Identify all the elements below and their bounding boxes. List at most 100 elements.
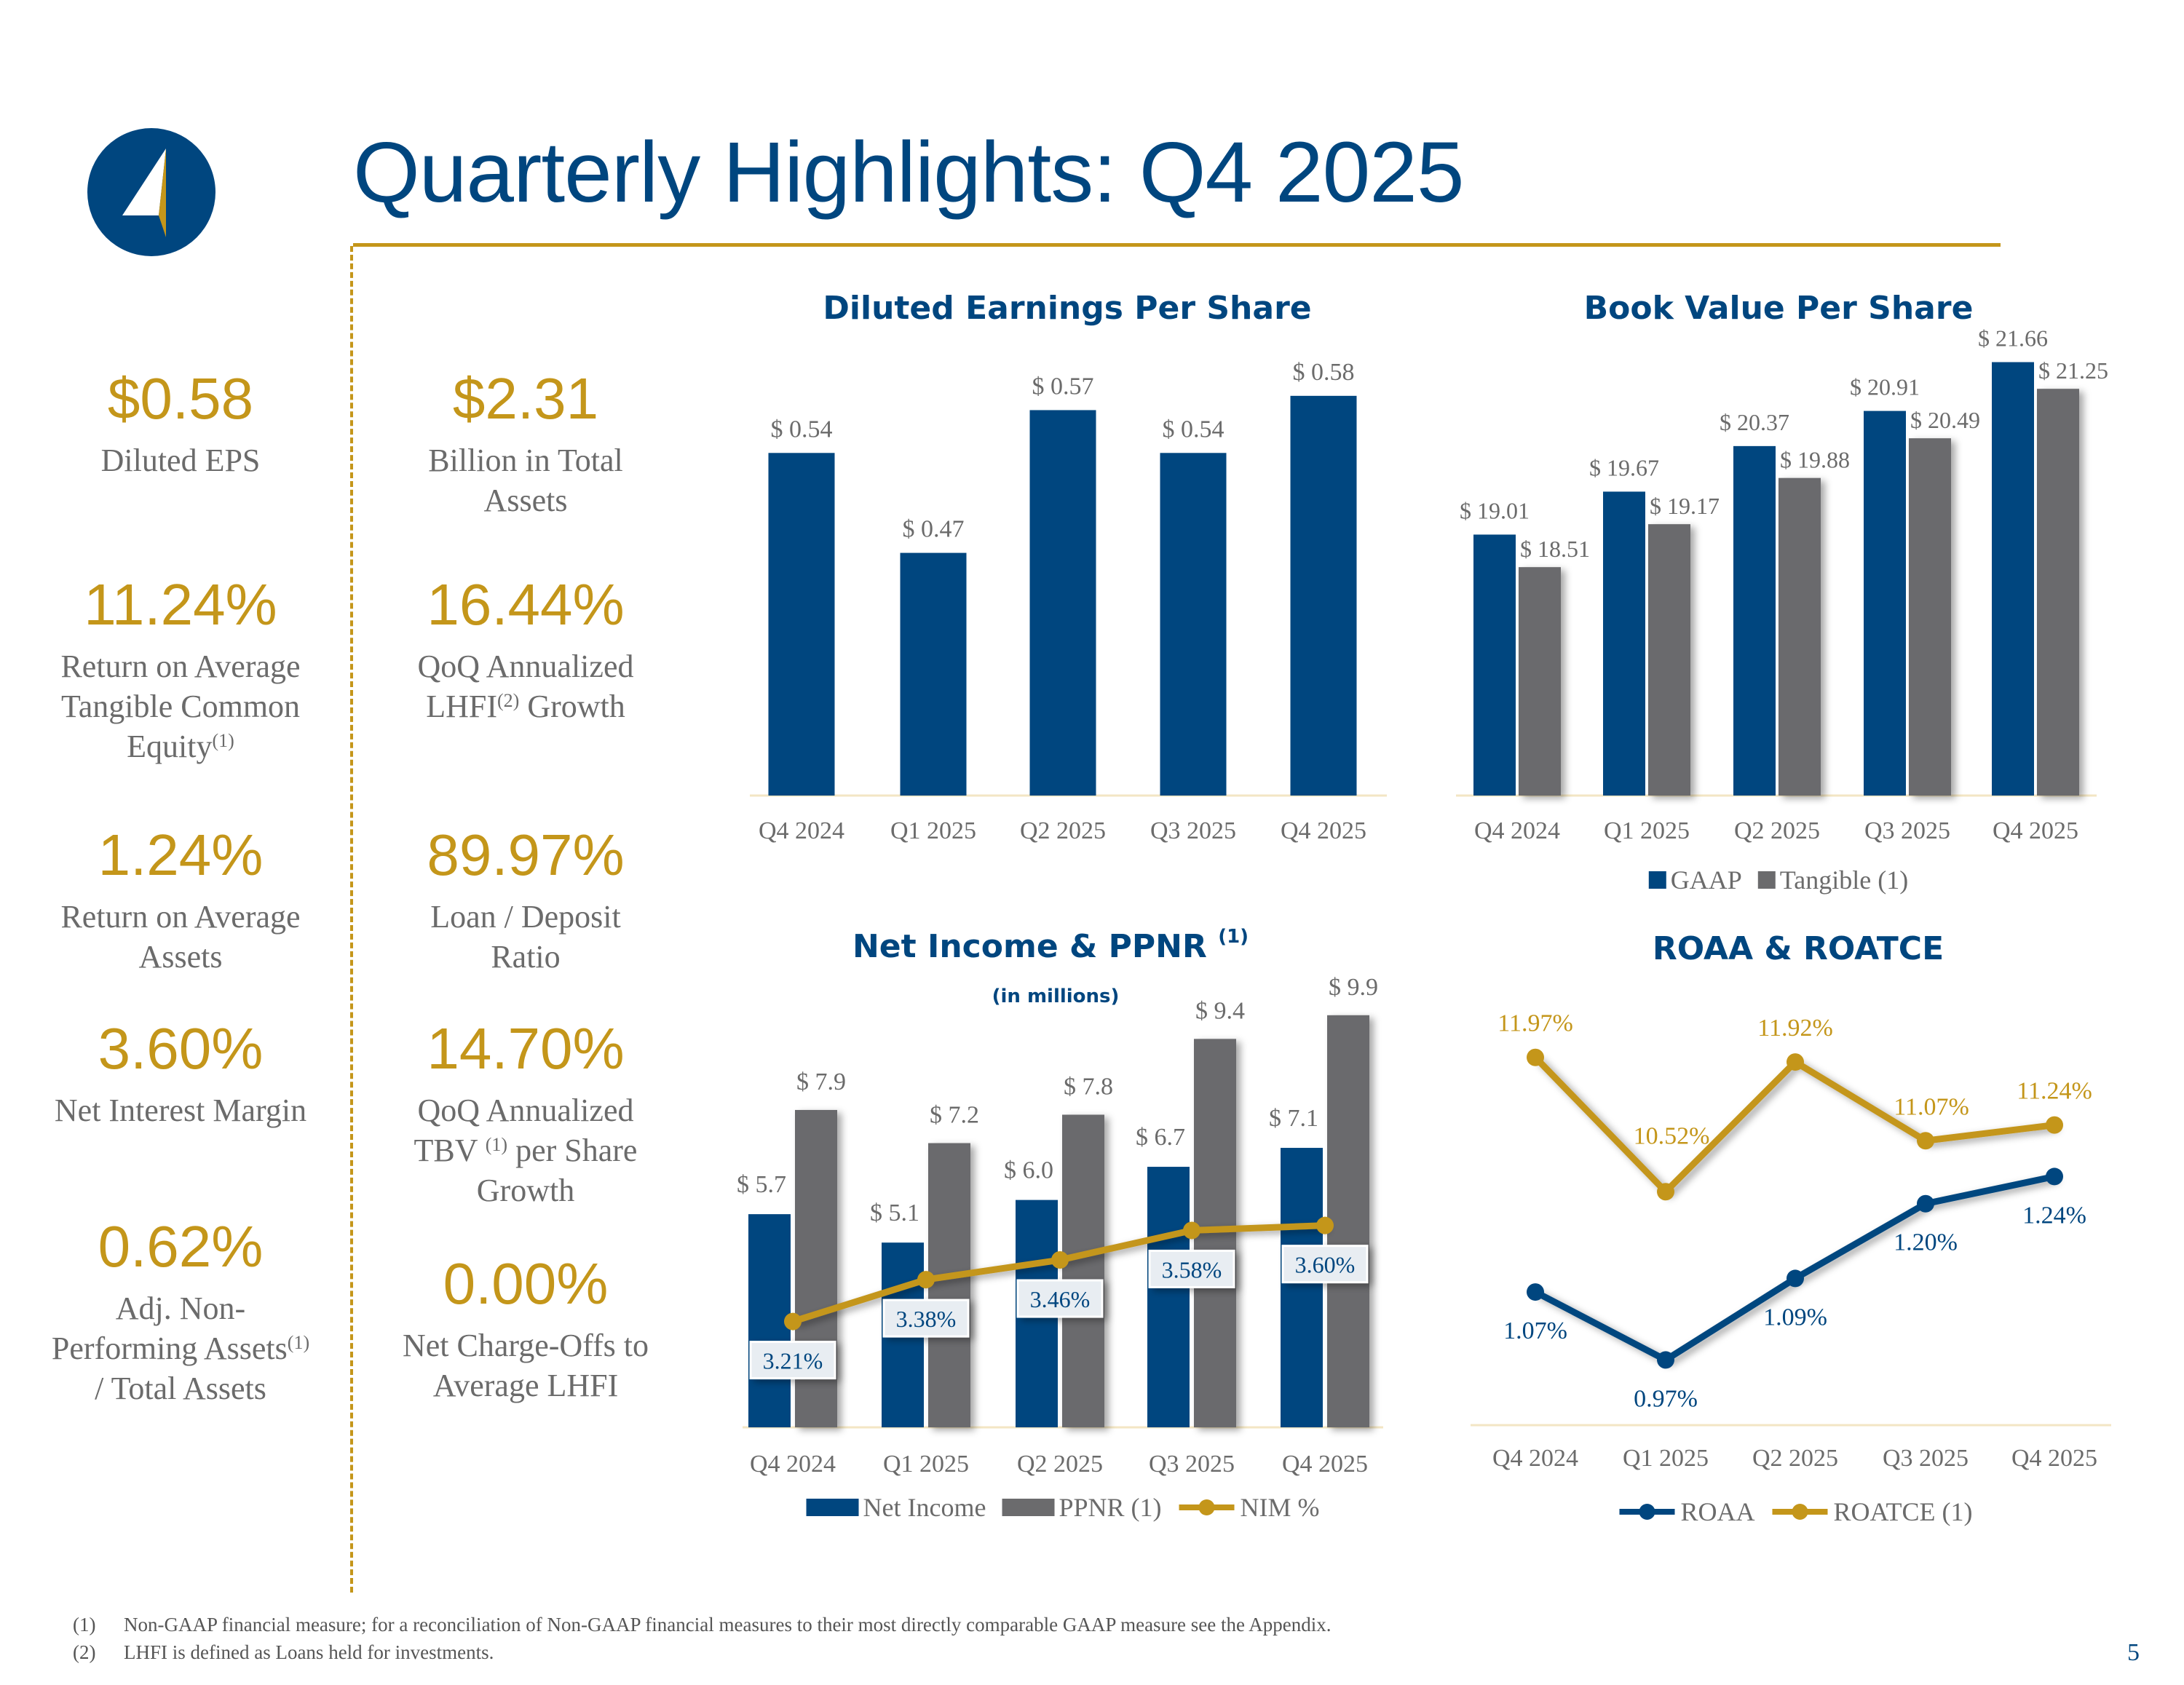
nim-label-box (749, 1341, 836, 1380)
ppnr-bar (1062, 1114, 1104, 1427)
footnote-2-marker: (2) (73, 1641, 96, 1663)
kpi-value: 14.70% (427, 1016, 625, 1081)
kpi-label-line: Growth (358, 1170, 693, 1210)
kpi-label-text: Adj. Non- (115, 1290, 246, 1326)
bvps-tangible-label: $ 18.51 (1520, 536, 1590, 562)
ppnr-label: $ 9.4 (1195, 997, 1245, 1024)
kpi-label-line: QoQ Annualized (358, 646, 693, 686)
ppnr-label: $ 9.9 (1329, 974, 1378, 1001)
eps-data-label: $ 0.54 (1163, 416, 1224, 443)
legend-label: ROATCE (1) (1833, 1497, 1973, 1526)
kpi-label-text: Assets (483, 483, 568, 518)
kpi-label-text: Equity (127, 729, 213, 764)
kpi-value: 0.00% (443, 1251, 609, 1316)
compass-logo-icon (87, 128, 215, 256)
title-divider (353, 243, 2001, 247)
net-income-label: $ 7.1 (1269, 1105, 1318, 1132)
bvps-gaap-label: $ 20.37 (1720, 409, 1789, 435)
nim-label-box (1016, 1279, 1104, 1318)
legend-item-gaap: GAAP (1648, 865, 1742, 895)
kpi-label-line: TBV (1) per Share (358, 1130, 693, 1170)
x-tick-label: Q4 2024 (750, 1451, 836, 1478)
net-income-bar (748, 1214, 791, 1427)
x-tick-label: Q4 2024 (1492, 1445, 1578, 1472)
roatce-label: 11.97% (1497, 1010, 1573, 1037)
net-income-label: $ 5.1 (870, 1200, 919, 1226)
footnote-ref: (2) (497, 690, 520, 711)
net-income-label: $ 6.0 (1004, 1157, 1053, 1184)
bvps-gaap-bar (1864, 411, 1906, 796)
ni-ppnr-chart-title: Net Income & PPNR (1) (852, 926, 1249, 965)
eps-bar (1160, 453, 1227, 796)
legend-item-net-income: Net Income (806, 1492, 986, 1523)
bvps-tangible-label: $ 21.25 (2038, 357, 2108, 384)
bvps-gaap-bar (1992, 362, 2034, 796)
eps-bar (1290, 395, 1357, 796)
eps-bar (900, 552, 967, 796)
nim-point (1183, 1221, 1200, 1240)
x-tick-label: Q2 2025 (1734, 817, 1820, 844)
kpi-label-text: Growth (519, 689, 625, 724)
kpi-item: 89.97% Loan / Deposit Ratio (358, 822, 693, 977)
footnote-1-text: Non-GAAP financial measure; for a reconc… (124, 1614, 1332, 1636)
legend-item-tangible: Tangible (1) (1757, 865, 1908, 895)
nim-point (917, 1271, 935, 1289)
roatce-point (1527, 1048, 1544, 1066)
bvps-legend: GAAP Tangible (1) (1648, 865, 1908, 895)
roaa-chart-title: ROAA & ROATCE (1652, 930, 1944, 967)
nim-label-box (882, 1299, 970, 1338)
roatce-line-swatch-icon (1772, 1504, 1828, 1520)
kpi-label-text: per Share (507, 1133, 638, 1168)
roatce-label: 10.52% (1634, 1122, 1710, 1149)
legend-label: GAAP (1670, 865, 1742, 895)
nim-label: 3.60% (1295, 1252, 1356, 1278)
roatce-point (2046, 1116, 2063, 1134)
kpi-item: 11.24% Return on Average Tangible Common Eq… (13, 572, 348, 766)
nim-line-swatch-icon (1179, 1499, 1235, 1515)
x-tick-label: Q4 2025 (2011, 1445, 2097, 1472)
page-number: 5 (2127, 1639, 2140, 1666)
kpi-label-text: Net Interest Margin (54, 1093, 307, 1128)
kpi-label-line: QoQ Annualized (358, 1090, 693, 1130)
bvps-gaap-label: $ 19.01 (1460, 497, 1530, 523)
x-tick-label: Q4 2025 (1282, 1451, 1368, 1478)
footnote-ref: (1) (485, 1134, 508, 1155)
kpi-label-line: / Total Assets (13, 1368, 348, 1408)
bvps-gaap-bar (1603, 491, 1645, 796)
x-tick-label: Q4 2024 (1474, 817, 1560, 844)
kpi-label-line: Performing Assets(1) (13, 1328, 348, 1368)
kpi-label-line: Diluted EPS (13, 440, 348, 480)
x-tick-label: Q1 2025 (1623, 1445, 1709, 1472)
kpi-item: 14.70% QoQ Annualized TBV (1) per Share Gro… (358, 1016, 693, 1210)
dashed-divider (350, 246, 353, 1593)
footnote-ref: (1) (212, 730, 234, 751)
eps-bar (1029, 410, 1096, 796)
x-tick-label: Q3 2025 (1864, 817, 1950, 844)
x-tick-label: Q1 2025 (1604, 817, 1690, 844)
x-tick-label: Q2 2025 (1020, 817, 1106, 844)
roatce-point (1917, 1132, 1934, 1150)
roaa-legend: ROAA ROATCE (1) (1618, 1496, 1973, 1527)
eps-data-label: $ 0.58 (1293, 359, 1355, 386)
bvps-chart-title: Book Value Per Share (1583, 290, 1974, 327)
kpi-value: 11.24% (84, 572, 277, 637)
kpi-label-text: Net Charge-Offs to (402, 1328, 649, 1363)
kpi-value: 0.62% (98, 1214, 264, 1279)
net-income-label: $ 6.7 (1136, 1124, 1185, 1151)
roatce-line (1532, 1055, 2055, 1197)
roaa-point (1917, 1194, 1934, 1213)
roaa-label: 1.24% (2022, 1202, 2086, 1229)
roaa-line-swatch-icon (1619, 1504, 1675, 1520)
bvps-tangible-bar (1779, 477, 1821, 796)
kpi-label-text: Tangible Common (60, 689, 301, 724)
ppnr-label: $ 7.9 (796, 1069, 846, 1095)
kpi-label-text: / Total Assets (95, 1371, 266, 1406)
eps-bar (768, 453, 835, 796)
roatce-label: 11.07% (1894, 1093, 1969, 1120)
kpi-item: $0.58 Diluted EPS (13, 366, 348, 480)
eps-data-label: $ 0.54 (771, 416, 833, 443)
nim-label: 3.46% (1030, 1286, 1091, 1312)
ppnr-label: $ 7.2 (930, 1102, 979, 1129)
kpi-label-text: Ratio (491, 939, 561, 975)
nim-point (1316, 1216, 1334, 1234)
